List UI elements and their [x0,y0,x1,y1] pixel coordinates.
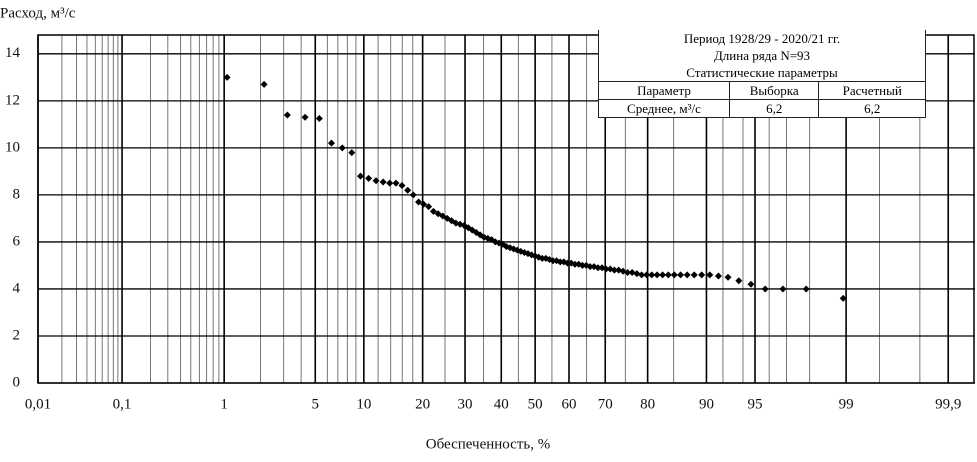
x-tick-label: 99 [839,396,854,412]
point [571,260,579,268]
point [415,198,423,206]
point [260,80,268,88]
point [664,271,672,279]
point [690,271,698,279]
point [386,179,394,187]
y-tick-label: 2 [13,327,21,343]
point [392,179,400,187]
table-title: Длина ряда N=93 [598,47,926,64]
point [724,273,732,281]
point [628,268,636,276]
x-axis-label: Обеспеченность, % [426,436,550,452]
point [556,258,564,266]
point [779,285,787,293]
point [223,73,231,81]
x-tick-label: 90 [699,396,714,412]
x-tick-label: 99,9 [935,396,961,412]
point [524,250,532,258]
table-header: Расчетный [818,81,926,100]
point [594,264,602,272]
point [338,144,346,152]
point [327,139,335,147]
stats-table: Период 1928/29 - 2020/21 гг. Длина ряда … [598,30,926,118]
point [602,265,610,273]
point [653,271,661,279]
point [348,149,356,157]
y-tick-label: 10 [5,139,20,155]
point [747,280,755,288]
point [398,181,406,189]
x-tick-label: 70 [598,396,613,412]
x-tick-label: 30 [458,396,473,412]
x-tick-label: 80 [640,396,655,412]
table-header: Выборка [728,81,820,100]
point [677,271,685,279]
point [706,271,714,279]
point [578,261,586,269]
point [538,254,546,262]
point [683,271,691,279]
point [839,294,847,302]
point [549,257,557,265]
point [404,186,412,194]
point [735,277,743,285]
table-cell: 6,2 [728,99,820,118]
y-tick-label: 4 [13,280,21,296]
y-tick-label: 14 [5,45,21,61]
table-title: Статистические параметры [598,64,926,82]
y-tick-label: 0 [13,374,21,390]
x-tick-label: 60 [562,396,577,412]
point [379,178,387,186]
point [315,114,323,122]
y-tick-label: 8 [13,186,21,202]
x-tick-label: 95 [748,396,763,412]
point [429,207,437,215]
point [670,271,678,279]
y-axis-label: Расход, м³/с [0,5,76,21]
plot-frame [37,34,975,384]
point [633,270,641,278]
table-title: Период 1928/29 - 2020/21 гг. [598,30,926,47]
x-tick-label: 20 [415,396,430,412]
point [761,285,769,293]
point [610,266,618,274]
point [659,271,667,279]
point [425,203,433,211]
point [586,263,594,271]
x-tick-label: 5 [312,396,320,412]
point [802,285,810,293]
point [624,268,632,276]
table-cell: Среднее, м³/с [598,99,730,118]
point [648,271,656,279]
point [420,200,428,208]
point [301,113,309,121]
table-header: Параметр [598,81,730,100]
x-tick-label: 40 [494,396,509,412]
point [365,174,373,182]
y-tick-label: 12 [5,92,20,108]
x-tick-label: 0,1 [113,396,132,412]
point [714,272,722,280]
point [356,172,364,180]
point [698,271,706,279]
x-tick-label: 1 [220,396,228,412]
point [638,271,646,279]
x-tick-label: 50 [528,396,543,412]
point [372,177,380,185]
point [409,191,417,199]
table-cell: 6,2 [818,99,926,118]
point [643,271,651,279]
point [283,111,291,119]
x-tick-label: 10 [356,396,371,412]
x-tick-label: 0,01 [25,396,51,412]
y-tick-label: 6 [13,233,21,249]
point [564,259,572,267]
